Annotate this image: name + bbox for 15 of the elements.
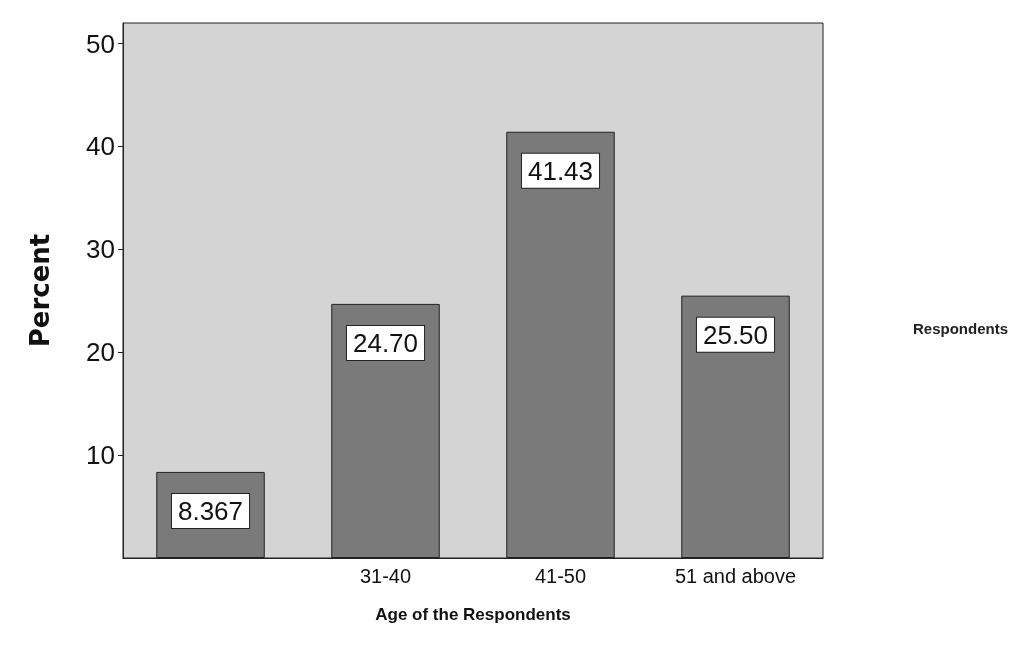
x-tick-label: 51 and above xyxy=(674,565,797,587)
x-tick-label: 41-50 xyxy=(534,565,587,587)
y-tick-label: 30 xyxy=(86,234,115,265)
x-axis-title: Age of the Respondents xyxy=(375,605,571,624)
text: 41.43 xyxy=(527,155,594,186)
text: 24.70 xyxy=(352,327,419,358)
y-axis-title: Percent xyxy=(25,233,55,348)
y-tick-label: 20 xyxy=(86,337,115,368)
x-tick-label: 31-40 xyxy=(359,565,412,587)
text: 25.50 xyxy=(702,319,769,350)
text: 8.367 xyxy=(177,495,244,526)
text: Respondents xyxy=(912,319,1009,337)
y-tick-label: 40 xyxy=(86,131,115,162)
y-tick-label: 50 xyxy=(86,28,115,59)
y-tick-label: 10 xyxy=(86,440,115,471)
